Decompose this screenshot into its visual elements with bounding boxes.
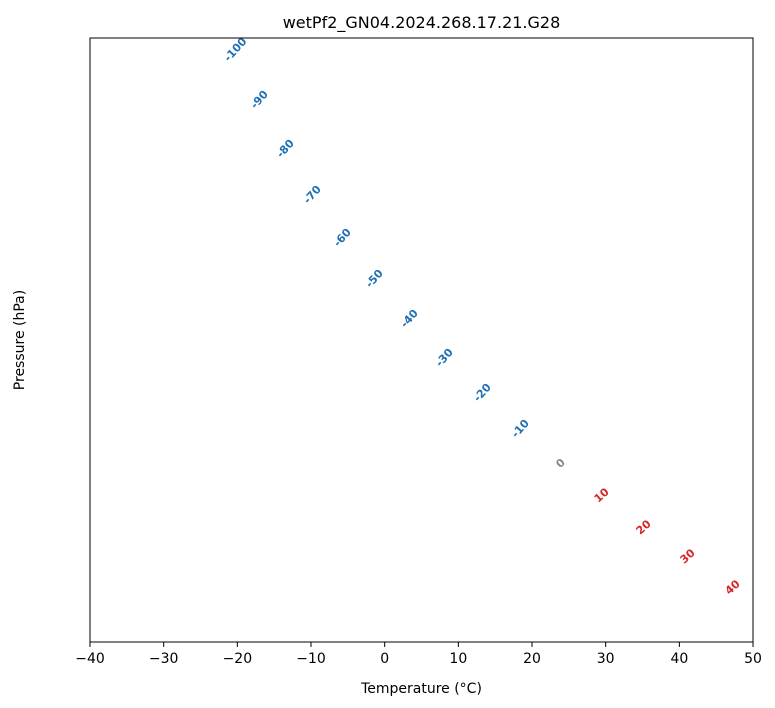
- x-tick-label: 10: [449, 651, 467, 667]
- moist-adiabat-label: 10: [592, 485, 612, 505]
- x-tick-label: 0: [380, 651, 389, 667]
- dry-adiabat-label: -10: [509, 417, 532, 441]
- dry-adiabat-label: -90: [248, 88, 271, 112]
- moist-adiabat-label: 20: [634, 517, 654, 537]
- x-axis-label: Temperature (°C): [360, 681, 482, 697]
- chart-title: wetPf2_GN04.2024.268.17.21.G28: [283, 13, 561, 33]
- moist-adiabat-label: 40: [723, 577, 743, 597]
- dry-adiabat-label: -40: [398, 307, 421, 331]
- dry-adiabat-label: -50: [363, 267, 386, 291]
- x-tick-label: 50: [744, 651, 762, 667]
- x-tick-label: 30: [597, 651, 615, 667]
- x-tick-label: −20: [223, 651, 253, 667]
- plot-area: 0.10.20.40.611.52346810131620253036-100-…: [221, 35, 743, 597]
- y-axis-label: Pressure (hPa): [12, 290, 28, 390]
- dry-adiabat-label: -80: [274, 137, 297, 161]
- dry-adiabat-label: -60: [331, 226, 354, 250]
- moist-adiabat-label: 0: [553, 456, 568, 471]
- x-tick-label: −30: [149, 651, 179, 667]
- dry-adiabat-label: -70: [301, 183, 324, 207]
- x-tick-label: −40: [75, 651, 105, 667]
- dry-adiabat-label: -30: [433, 346, 456, 370]
- moist-adiabat-label: 30: [678, 546, 698, 566]
- dry-adiabat-label: -20: [471, 381, 494, 405]
- dry-adiabat-label: -100: [221, 35, 249, 64]
- x-tick-label: −10: [296, 651, 326, 667]
- plot-frame: [89, 37, 754, 643]
- x-tick-label: 20: [523, 651, 541, 667]
- x-tick-label: 40: [670, 651, 688, 667]
